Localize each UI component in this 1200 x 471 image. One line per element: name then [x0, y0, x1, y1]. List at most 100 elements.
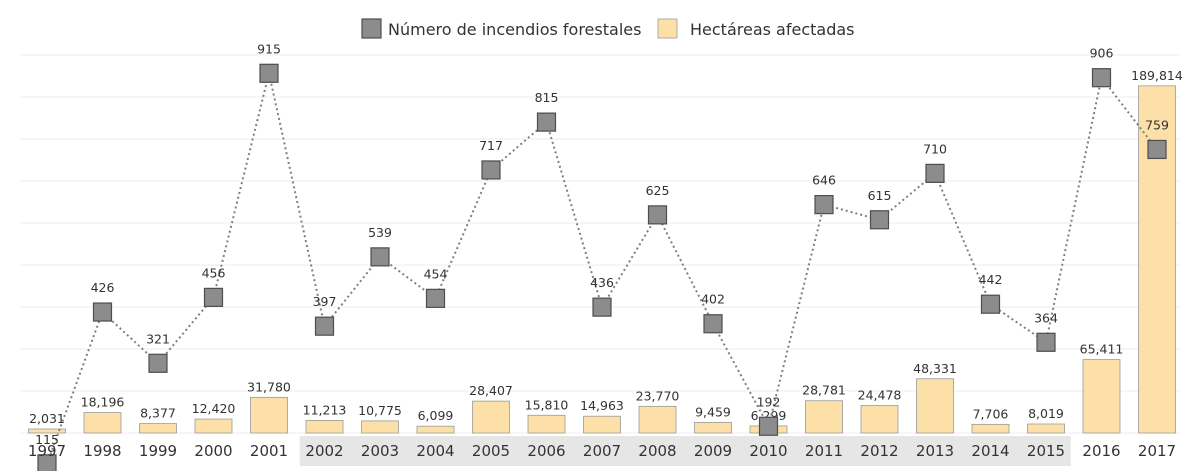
bar-2006	[527, 414, 566, 434]
bar-2017	[1138, 85, 1176, 434]
bar-value-label-2002: 11,213	[303, 402, 347, 417]
bar-2009	[694, 421, 732, 434]
x-tick-label-2005: 2005	[472, 442, 510, 460]
point-value-label-2004: 454	[424, 266, 448, 281]
point-2009	[703, 314, 723, 334]
bar-value-label-2015: 8,019	[1028, 406, 1064, 421]
point-value-label-2009: 402	[701, 292, 725, 307]
point-2004	[425, 288, 446, 308]
bar-value-label-2013: 48,331	[913, 361, 957, 376]
gridlines	[20, 54, 1180, 434]
x-tick-label-2002: 2002	[305, 442, 343, 460]
x-tick-label-1999: 1999	[139, 442, 177, 460]
bar-2004	[416, 425, 455, 434]
fires-series-line	[46, 73, 1158, 465]
point-2013	[925, 163, 945, 183]
bar-2001	[250, 396, 288, 434]
point-value-label-1998: 426	[91, 280, 115, 295]
bar-value-label-1998: 18,196	[81, 395, 125, 410]
point-value-label-2007: 436	[590, 275, 614, 290]
point-value-label-2000: 456	[202, 265, 226, 280]
legend-hectares-label: Hectáreas afectadas	[690, 20, 855, 39]
bar-2002	[305, 420, 344, 434]
x-axis: 1997 1998 1999 2000 2001 2002 2003 2004 2005 2006…	[28, 442, 1176, 460]
point-value-label-2017: 759	[1145, 117, 1169, 132]
bar-2003	[361, 420, 399, 434]
point-2006	[536, 112, 557, 132]
bar-2007	[583, 415, 621, 434]
point-value-label-2011: 646	[812, 173, 836, 188]
bar-2012	[860, 405, 899, 434]
point-value-label-2016: 906	[1090, 46, 1114, 61]
point-2016	[1091, 68, 1112, 88]
point-2003	[370, 247, 390, 267]
bar-value-label-2017: 189,814	[1131, 68, 1183, 83]
point-value-label-2006: 815	[535, 90, 559, 105]
point-2011	[814, 195, 834, 215]
bar-value-label-1999: 8,377	[140, 406, 176, 421]
point-2012	[869, 210, 890, 230]
x-tick-label-2014: 2014	[971, 442, 1009, 460]
bar-2000	[194, 418, 233, 434]
bar-value-label-2007: 14,963	[580, 398, 624, 413]
point-value-label-2002: 397	[313, 294, 337, 309]
point-1999	[148, 353, 168, 373]
bar-2013	[916, 378, 954, 434]
point-value-label-1997: 115	[35, 432, 59, 447]
point-value-label-2015: 364	[1034, 310, 1058, 325]
point-value-label-2008: 625	[646, 183, 670, 198]
bar-2016	[1082, 359, 1121, 434]
points-series: 115 426 321 456 915 397 539 454 717 815 436 625 402 1…	[35, 41, 1169, 471]
legend: Número de incendios forestales Hectáreas…	[361, 18, 855, 39]
bar-2011	[805, 400, 843, 434]
legend-hectares-icon	[657, 18, 678, 39]
point-2010	[758, 416, 779, 436]
bar-value-label-1997: 2,031	[29, 411, 65, 426]
x-tick-label-2004: 2004	[416, 442, 454, 460]
point-2005	[481, 160, 501, 180]
bar-value-label-2008: 23,770	[636, 388, 680, 403]
legend-fires-icon	[361, 18, 382, 39]
x-tick-label-2003: 2003	[361, 442, 399, 460]
bar-2008	[638, 405, 677, 434]
bar-value-label-2003: 10,775	[358, 403, 402, 418]
point-value-label-2005: 717	[479, 138, 503, 153]
point-value-label-1999: 321	[146, 331, 170, 346]
x-tick-label-2008: 2008	[638, 442, 676, 460]
x-tick-label-2013: 2013	[916, 442, 954, 460]
x-tick-label-2006: 2006	[527, 442, 565, 460]
point-value-label-2012: 615	[868, 188, 892, 203]
x-tick-label-2017: 2017	[1138, 442, 1176, 460]
x-tick-label-2009: 2009	[694, 442, 732, 460]
bar-2015	[1027, 423, 1065, 434]
x-tick-label-2011: 2011	[805, 442, 843, 460]
bar-value-label-2012: 24,478	[858, 388, 902, 403]
bar-value-label-2011: 28,781	[802, 383, 846, 398]
bar-1998	[83, 412, 122, 434]
point-2017	[1147, 139, 1167, 160]
legend-fires-label: Número de incendios forestales	[388, 20, 641, 39]
bar-value-label-2000: 12,420	[192, 401, 236, 416]
bar-value-label-2016: 65,411	[1080, 342, 1124, 357]
bar-value-label-2004: 6,099	[418, 408, 454, 423]
point-value-label-2003: 539	[368, 225, 392, 240]
point-value-label-2001: 915	[257, 41, 281, 56]
x-tick-label-2015: 2015	[1027, 442, 1065, 460]
point-2014	[980, 294, 1001, 314]
bar-value-label-2006: 15,810	[525, 397, 569, 412]
bar-value-label-2009: 9,459	[695, 404, 731, 419]
point-2002	[314, 316, 335, 336]
bar-value-label-2005: 28,407	[469, 383, 513, 398]
x-tick-label-1998: 1998	[83, 442, 121, 460]
bars-series: 2,031 18,196 8,377 12,420 31,780 11,213 10,775…	[28, 68, 1183, 434]
x-tick-label-2010: 2010	[749, 442, 787, 460]
x-tick-label-2001: 2001	[250, 442, 288, 460]
point-1997	[37, 454, 57, 471]
bar-1997	[28, 428, 66, 434]
bar-value-label-2001: 31,780	[247, 379, 291, 394]
point-2008	[647, 205, 668, 225]
bar-value-label-2014: 7,706	[973, 406, 1009, 421]
point-2015	[1036, 332, 1056, 352]
x-tick-label-2016: 2016	[1082, 442, 1120, 460]
